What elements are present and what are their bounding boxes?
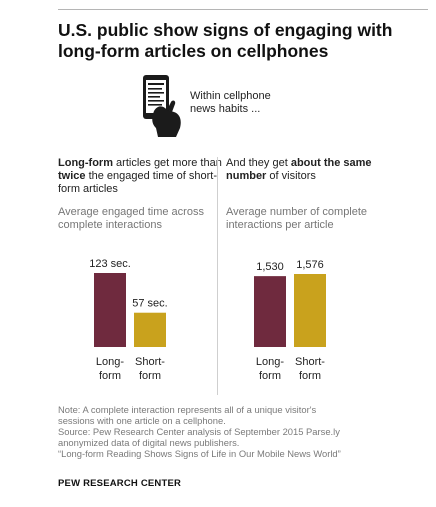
right-panel-subheading: Average number of complete interactions …: [226, 206, 368, 231]
note-line-4: “Long-form Reading Shows Signs of Life i…: [58, 448, 341, 459]
value-label-1-0: 1,530: [256, 261, 284, 273]
bar-0-0: [94, 273, 126, 347]
intro-text: Within cellphone news habits ...: [190, 90, 271, 115]
left-heading-part-1: articles get more than: [112, 157, 222, 169]
source-label: PEW RESEARCH CENTER: [58, 478, 182, 489]
category-label-1-1-1: form: [299, 370, 321, 382]
top-rule: [58, 9, 428, 10]
note-line-1: sessions with one article on a cellphone…: [58, 415, 226, 426]
value-label-1-1: 1,576: [296, 259, 324, 271]
left-heading-part-0: Long-form: [58, 157, 113, 169]
bar-1-0: [254, 276, 286, 347]
note-line-3: anonymized data of digital news publishe…: [58, 437, 240, 448]
left-heading-part-3: the engaged time of short-form articles: [58, 170, 217, 195]
category-label-0-0-0: Long-: [96, 356, 124, 368]
bar-1-1: [294, 274, 326, 347]
value-label-0-1: 57 sec.: [132, 298, 167, 310]
category-label-1-1-0: Short-: [295, 356, 325, 368]
right-heading-part-2: of visitors: [266, 170, 316, 182]
category-label-1-0-0: Long-: [256, 356, 284, 368]
note-text: Note: A complete interaction represents …: [58, 404, 428, 459]
right-panel-heading: And they get about the same number of vi…: [226, 157, 396, 183]
note-line-0: Note: A complete interaction represents …: [58, 404, 317, 415]
smartphone-hand-icon: [143, 75, 181, 137]
bar-0-1: [134, 312, 166, 347]
left-panel-subheading: Average engaged time across complete int…: [58, 206, 204, 231]
category-label-0-0-1: form: [99, 370, 121, 382]
panel-divider: [217, 157, 218, 395]
category-label-1-0-1: form: [259, 370, 281, 382]
left-heading-part-2: twice: [58, 170, 86, 182]
chart-title: U.S. public show signs of engaging with …: [58, 20, 393, 61]
note-line-2: Source: Pew Research Center analysis of …: [58, 426, 340, 437]
value-label-0-0: 123 sec.: [89, 258, 131, 270]
category-label-0-1-1: form: [139, 370, 161, 382]
category-label-0-1-0: Short-: [135, 356, 165, 368]
left-panel-heading: Long-form articles get more than twice t…: [58, 157, 230, 196]
right-heading-part-0: And they get: [226, 157, 291, 169]
right-heading-part-1: about the same number: [226, 157, 372, 182]
